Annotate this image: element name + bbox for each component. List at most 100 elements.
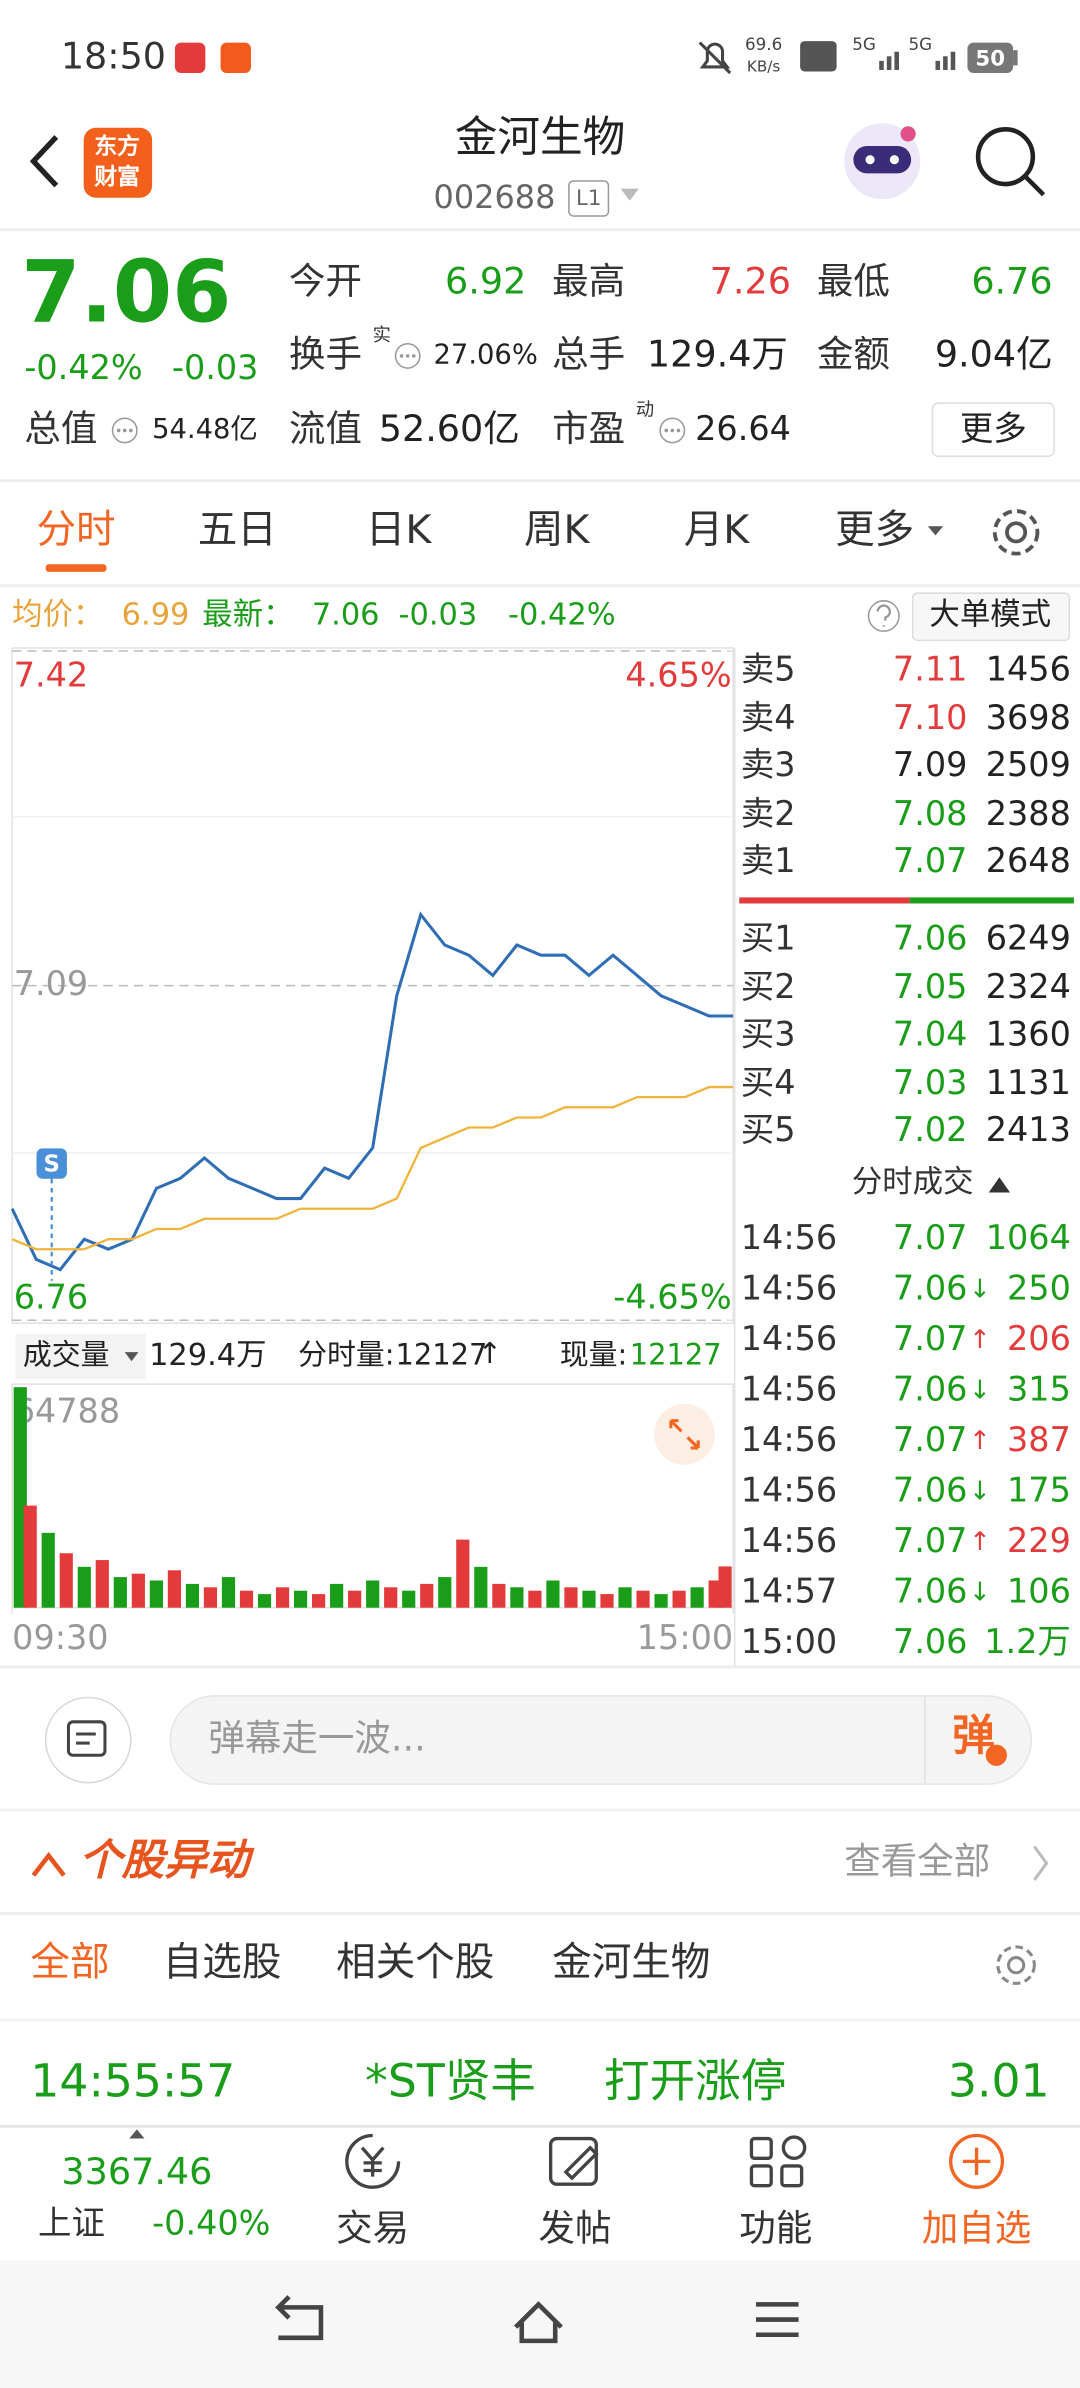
y2-tick-label: -4.65% (613, 1277, 731, 1316)
volume-bar (167, 1570, 181, 1608)
tab[interactable]: 周K (524, 507, 591, 553)
dropdown-arrow (620, 188, 639, 201)
book-volume: 2509 (986, 745, 1071, 784)
volume-selector[interactable] (15, 1333, 147, 1380)
help-icon[interactable] (867, 600, 900, 632)
nav-item[interactable]: 功能 (739, 2206, 812, 2249)
battery-icon (967, 42, 1014, 74)
danmaku-settings[interactable] (44, 1696, 132, 1784)
trade-price: 7.06 (893, 1572, 968, 1611)
book-volume: 1360 (986, 1014, 1071, 1053)
mute-icon (698, 41, 732, 75)
alert-price: 3.01 (948, 2054, 1050, 2107)
tab-indicator (45, 564, 107, 572)
rect (548, 2136, 598, 2186)
more-button-frame[interactable] (931, 402, 1055, 458)
field-label: 最低 (817, 259, 890, 302)
trade-time: 14:56 (741, 1319, 837, 1358)
book-level: 买1 (741, 918, 796, 957)
robot-avatar[interactable] (844, 123, 921, 200)
index-value[interactable]: 3367.46 (61, 2150, 212, 2193)
badge (985, 1744, 1007, 1766)
info-icon (111, 417, 138, 444)
filter-settings[interactable] (996, 1945, 1036, 1985)
circle (654, 1403, 715, 1465)
danmaku-placeholder[interactable]: 弹幕走一波... (208, 1717, 425, 1760)
hd-icon (800, 41, 837, 72)
field-label: 金额 (817, 332, 890, 375)
alert-stock[interactable]: *ST贤丰 (365, 2054, 536, 2107)
sort-arrow (988, 1177, 1011, 1193)
info-dot (411, 354, 416, 358)
field-label: 总手 (552, 332, 625, 375)
latest-label: 最新： (202, 598, 293, 633)
book-level: 买2 (741, 967, 796, 1006)
tab[interactable]: 分时 (37, 507, 116, 553)
filter-tab[interactable]: 全部 (30, 1940, 109, 1986)
collapse-icon[interactable] (31, 1851, 66, 1877)
nav-item[interactable]: 交易 (336, 2206, 409, 2249)
level-badge (568, 180, 610, 217)
signal-label: S (44, 1152, 60, 1178)
circle (345, 2133, 401, 2189)
x-tick-label: 09:30 (12, 1618, 108, 1657)
field-value: 52.60亿 (379, 407, 520, 450)
volume-bar (718, 1566, 732, 1608)
field-label: 今开 (289, 259, 362, 302)
tab[interactable]: 月K (684, 507, 751, 553)
more-button[interactable]: 更多 (960, 409, 1027, 448)
system-nav-buttons[interactable] (275, 2295, 799, 2344)
field-label: 流值 (289, 407, 362, 450)
tab[interactable]: 更多 (835, 507, 914, 553)
back-button[interactable] (29, 135, 59, 188)
info-dot (405, 354, 410, 358)
trade-volume: 106 (1007, 1572, 1071, 1611)
view-all[interactable]: 查看全部 (844, 1840, 990, 1883)
field-value: 54.48亿 (152, 414, 258, 445)
circle (44, 1696, 132, 1784)
book-level: 买3 (741, 1014, 796, 1053)
danmaku-button[interactable]: 弹 (952, 1711, 995, 1761)
signal-icon (879, 51, 956, 70)
tab[interactable]: 五日 (198, 507, 277, 553)
mode-button-frame[interactable] (911, 592, 1071, 642)
expand-button[interactable] (654, 1403, 715, 1465)
danmaku-input[interactable] (169, 1695, 1033, 1785)
book-volume: 2413 (986, 1110, 1071, 1149)
nav-item[interactable]: 加自选 (922, 2206, 1032, 2249)
volume-bar (492, 1583, 506, 1608)
avg-value: 6.99 (122, 598, 190, 633)
trade-price: 7.06 (893, 1622, 968, 1661)
volume-bar (528, 1590, 542, 1608)
tab[interactable]: 日K (366, 507, 433, 553)
path (962, 2147, 991, 2176)
x-tick-label: 15:00 (637, 1618, 733, 1657)
trade-volume: 315 (1007, 1370, 1071, 1409)
volume-bar (366, 1580, 380, 1608)
filter-tab[interactable]: 自选股 (163, 1940, 282, 1986)
search-button[interactable] (975, 127, 1046, 197)
filter-tab[interactable]: 金河生物 (552, 1940, 710, 1986)
volume-bar (149, 1580, 163, 1608)
nav-icons (345, 2133, 807, 2189)
mode-button[interactable]: 大单模式 (929, 598, 1051, 633)
settings-button[interactable] (992, 509, 1040, 556)
nav-item[interactable]: 发帖 (538, 2206, 611, 2249)
trade-arrow: ↑ (969, 1325, 991, 1355)
info-dot (664, 428, 669, 433)
trade-volume: 1064 (986, 1218, 1071, 1257)
period-arrow: ↑ (478, 1336, 502, 1370)
rect (894, 51, 899, 70)
current-volume-label: 现量: (560, 1338, 628, 1372)
volume-bar (654, 1594, 668, 1608)
path (756, 2302, 799, 2338)
book-level: 卖1 (741, 841, 796, 880)
filter-tab[interactable]: 相关个股 (336, 1940, 494, 1986)
volume-bar (384, 1587, 398, 1608)
rect (853, 146, 912, 174)
volume-bar (456, 1539, 470, 1608)
signal-marker (36, 1148, 67, 1179)
book-level: 买5 (741, 1110, 796, 1149)
volume-label[interactable]: 成交量 (23, 1338, 110, 1372)
